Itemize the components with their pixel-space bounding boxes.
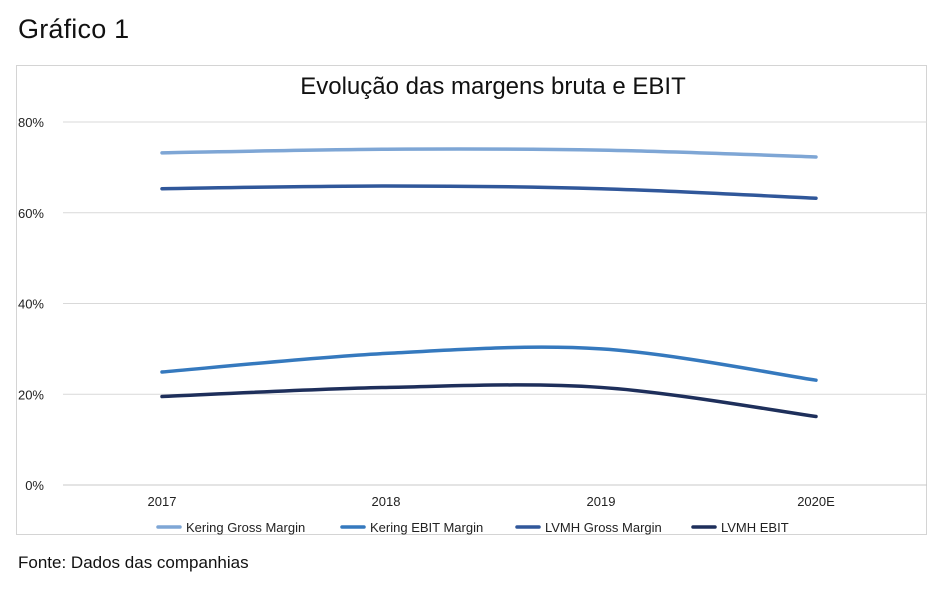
legend-label-lvmh-gross-margin: LVMH Gross Margin <box>545 520 662 535</box>
series-line-kering-ebit-margin <box>160 345 818 382</box>
x-axis-ticks: 2017 2018 2019 2020E <box>148 494 836 509</box>
y-tick-label: 60% <box>18 206 44 221</box>
series-line-lvmh-ebit <box>160 383 818 419</box>
x-tick-label: 2017 <box>148 494 177 509</box>
source-note: Fonte: Dados das companhias <box>18 553 249 572</box>
series-line-lvmh-gross-margin <box>160 184 818 200</box>
legend-label-lvmh-ebit: LVMH EBIT <box>721 520 789 535</box>
legend-label-kering-gross-margin: Kering Gross Margin <box>186 520 305 535</box>
y-axis-ticks: 0% 20% 40% 60% 80% <box>18 115 44 493</box>
y-tick-label: 80% <box>18 115 44 130</box>
chart-title: Evolução das margens bruta e EBIT <box>300 73 686 100</box>
series-lines <box>160 147 818 419</box>
legend-label-kering-ebit-margin: Kering EBIT Margin <box>370 520 483 535</box>
y-tick-label: 40% <box>18 297 44 312</box>
gridlines <box>63 121 927 486</box>
figure-heading: Gráfico 1 <box>18 14 130 44</box>
chart-frame <box>16 65 927 535</box>
legend: Kering Gross Margin Kering EBIT Margin LVM… <box>156 520 789 535</box>
x-tick-label: 2020E <box>797 494 835 509</box>
y-tick-label: 0% <box>25 478 44 493</box>
y-tick-label: 20% <box>18 387 44 402</box>
series-line-kering-gross-margin <box>160 147 818 159</box>
x-tick-label: 2019 <box>587 494 616 509</box>
x-tick-label: 2018 <box>372 494 401 509</box>
